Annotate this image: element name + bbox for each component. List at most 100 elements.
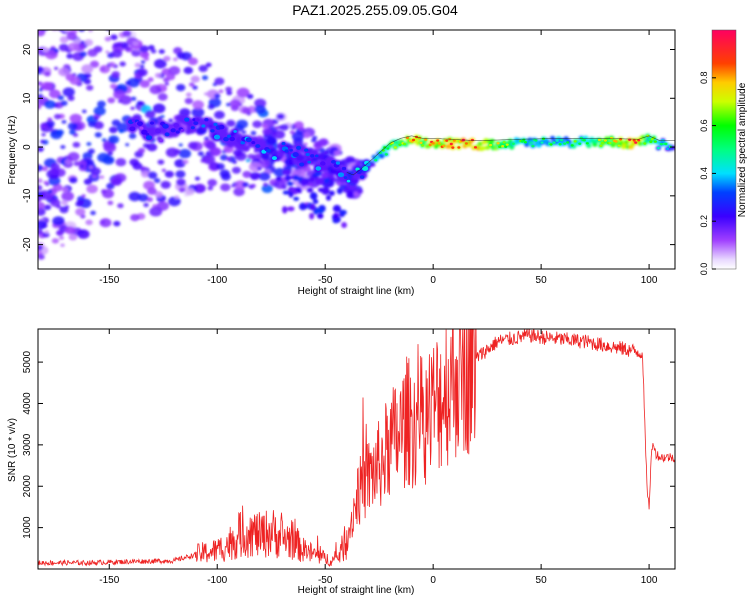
spectrogram-noise-blob <box>130 106 135 111</box>
spectrogram-noise-blob <box>225 86 233 92</box>
spectrogram-ridge-core <box>255 144 261 149</box>
spectrogram-ridge-core <box>489 143 493 147</box>
spectrogram-ridge-core <box>428 143 432 147</box>
spectrogram-noise-blob <box>103 142 117 153</box>
spectrogram-noise-blob <box>175 170 186 179</box>
spectrogram-ridge-core <box>175 130 180 134</box>
spectrogram-ridge-core <box>173 123 179 128</box>
spectrogram-noise-blob <box>178 148 192 159</box>
snr-x-tick-label: 0 <box>430 575 436 586</box>
spectrogram-noise-blob <box>113 220 121 227</box>
spectrogram-noise-blob <box>143 56 150 61</box>
spectrogram-noise-blob <box>194 184 206 193</box>
spectrogram-noise-blob <box>111 71 121 78</box>
spectrogram-noise-blob <box>322 188 329 194</box>
spectrogram-noise-blob <box>302 132 311 139</box>
spectrogram-ridge-core <box>464 142 468 145</box>
spectrogram-noise-blob <box>39 5 46 10</box>
spectrogram-ridge-core <box>431 142 435 145</box>
spectrogram-noise-blob <box>38 244 43 251</box>
spectrogram-noise-blob <box>139 45 149 53</box>
spectrogram-ridge-core <box>573 140 577 143</box>
spectrogram-noise-blob <box>144 109 156 119</box>
spectrogram-noise-blob <box>220 172 231 181</box>
spectrogram-noise-blob <box>79 51 87 57</box>
spectrogram-noise-blob <box>287 206 295 212</box>
spectrogram-ridge-halo <box>477 141 483 146</box>
spectrogram-noise-blob <box>168 118 174 123</box>
spectrogram-noise-blob <box>282 206 288 214</box>
spectrogram-ridge-halo <box>370 162 376 167</box>
spectrogram-ridge-core <box>578 142 582 145</box>
spectrogram-ridge-core <box>555 139 559 142</box>
spectrogram-noise-blob <box>66 53 74 59</box>
spectrogram-noise-blob <box>293 196 300 201</box>
spectrogram-noise-blob <box>153 178 161 184</box>
spectrogram-noise-blob <box>42 231 50 238</box>
spectrogram-ridge-core <box>281 142 286 146</box>
spectrogram-noise-blob <box>161 86 167 91</box>
spectrogram-ridge-core <box>511 142 515 145</box>
spectrogram-ridge-core <box>223 136 229 142</box>
spectrogram-noise-blob <box>40 124 47 130</box>
spectrogram-noise-blob <box>127 77 140 88</box>
spectrogram-ridge-core <box>421 144 425 147</box>
spectrogram-noise-blob <box>172 57 178 62</box>
spectrogram-noise-blob <box>38 228 43 235</box>
spectrogram-plot-area <box>38 30 675 269</box>
spectrogram-noise-blob <box>87 30 93 33</box>
spectrogram-noise-blob <box>54 49 59 53</box>
spectrogram-noise-blob <box>84 39 94 47</box>
spectrogram-noise-blob <box>246 93 254 99</box>
spectrogram-noise-blob <box>332 204 342 213</box>
spectrogram-noise-blob <box>43 180 49 185</box>
colorbar-label: Normalized spectral amplitude <box>737 82 748 217</box>
spectrogram-noise-blob <box>52 12 58 17</box>
colorbar-tick-label: 0.6 <box>699 119 709 132</box>
spectrogram-noise-blob <box>60 199 68 206</box>
spectrogram-ridge-core <box>442 144 446 147</box>
spectrogram-ridge-core <box>405 136 409 140</box>
spectrogram-ridge-core <box>145 135 153 141</box>
spectrogram-ridge-core <box>424 138 428 141</box>
spectrogram-ridge-core <box>505 143 509 146</box>
spectrogram-ridge-halo <box>610 142 616 148</box>
spectrogram-ridge-core <box>299 162 305 167</box>
spectrogram-noise-blob <box>99 65 111 74</box>
colorbar-gradient <box>712 30 736 269</box>
spectrogram-noise-blob <box>47 189 53 194</box>
spectrogram-noise-blob <box>249 171 261 180</box>
spectrogram-noise-blob <box>102 155 115 165</box>
spectrogram-noise-blob <box>94 132 102 138</box>
spectrogram-x-tick-label: 0 <box>430 275 436 286</box>
spectrogram-noise-blob <box>86 142 92 146</box>
spectrogram-noise-blob <box>174 158 186 168</box>
snr-x-label: Height of straight line (km) <box>298 585 415 596</box>
spectrogram-noise-blob <box>45 194 53 200</box>
spectrogram-ridge-core <box>204 118 209 122</box>
spectrogram-noise-blob <box>82 109 87 114</box>
spectrogram-noise-blob <box>242 170 252 178</box>
spectrogram-ridge-core <box>411 138 416 142</box>
spectrogram-x-tick-label: -50 <box>318 275 333 286</box>
spectrogram-noise-blob <box>42 47 50 53</box>
spectrogram-ridge-core <box>653 140 657 143</box>
spectrogram-noise-blob <box>44 71 51 77</box>
spectrogram-ridge-core <box>266 148 271 153</box>
snr-x-ticks: -150 -100 -50 0 50 100 <box>99 329 658 586</box>
spectrogram-noise-blob <box>110 34 118 41</box>
spectrogram-ridge-core <box>608 141 612 145</box>
snr-frame <box>37 328 676 570</box>
spectrogram-ridge-core <box>307 160 311 164</box>
spectrogram-noise-blob <box>153 58 167 69</box>
spectrogram-ridge-halo <box>241 144 250 152</box>
snr-y-ticks: 1000 2000 3000 4000 5000 <box>22 351 675 539</box>
spectrogram-ridge-core <box>656 146 660 150</box>
spectrogram-ridge-core <box>558 143 562 146</box>
spectrogram-ridge-core <box>296 145 302 150</box>
spectrogram-noise-blob <box>257 166 262 171</box>
spectrogram-ridge-core <box>164 132 170 137</box>
spectrogram-ridge-core <box>184 117 190 122</box>
spectrogram-noise-blob <box>194 176 201 181</box>
spectrogram-noise-blob <box>205 62 212 68</box>
